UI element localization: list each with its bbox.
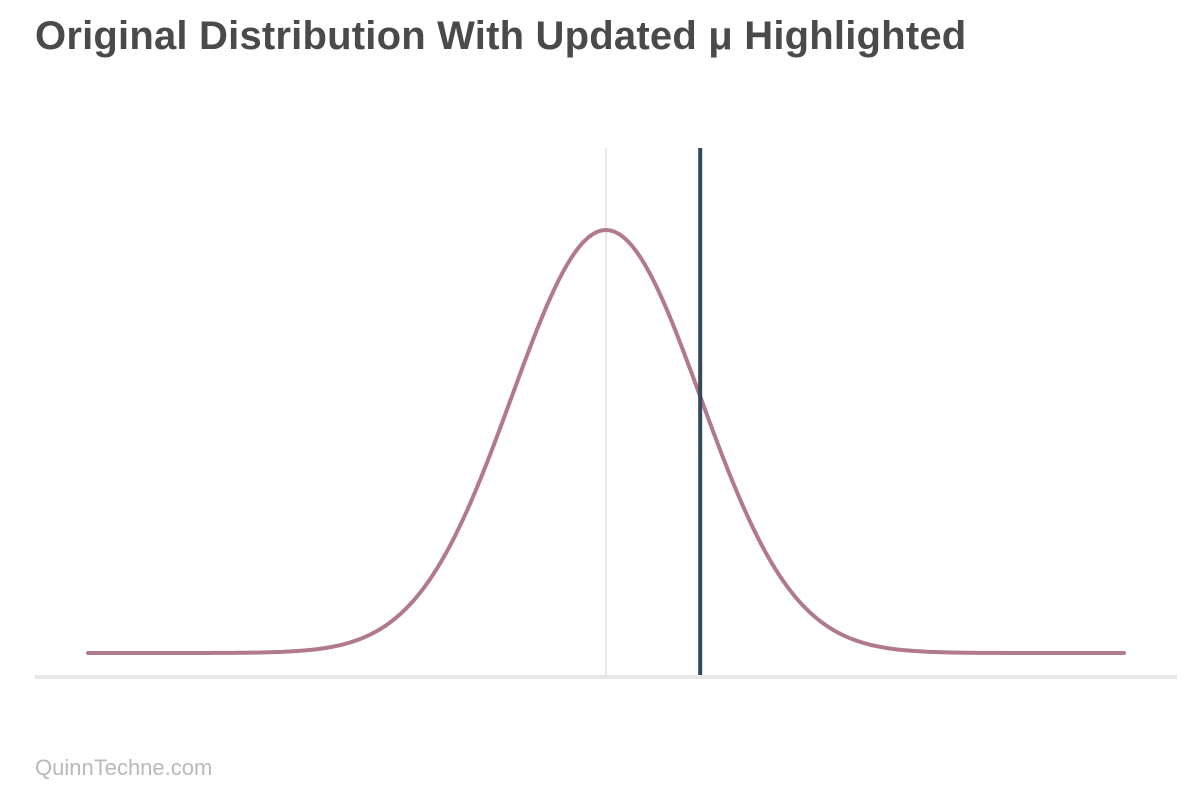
source-credit: QuinnTechne.com — [35, 755, 213, 780]
density-curve — [86, 228, 1126, 655]
chart-title: Original Distribution With Updated μ Hig… — [35, 14, 967, 58]
